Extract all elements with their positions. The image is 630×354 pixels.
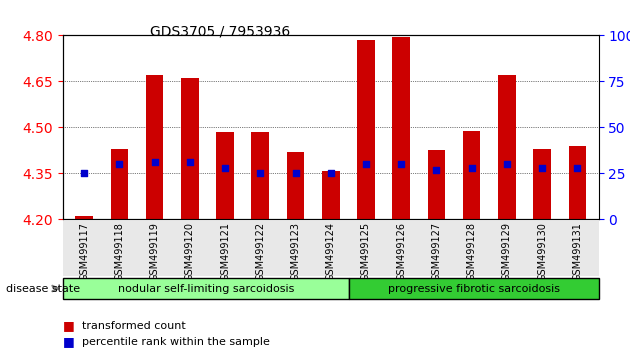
Point [149, 160, 159, 165]
Bar [428, 150, 445, 219]
Point [432, 167, 442, 173]
Text: GDS3705 / 7953936: GDS3705 / 7953936 [151, 25, 290, 39]
Text: transformed count: transformed count [82, 321, 186, 331]
Point [290, 171, 301, 176]
Bar [146, 75, 163, 219]
Bar [181, 78, 198, 219]
Point [220, 165, 230, 171]
Point [467, 165, 477, 171]
Text: nodular self-limiting sarcoidosis: nodular self-limiting sarcoidosis [118, 284, 294, 293]
Point [326, 171, 336, 176]
Point [79, 171, 89, 176]
Bar [534, 149, 551, 219]
Point [537, 165, 547, 171]
Point [502, 161, 512, 167]
Bar [216, 132, 234, 219]
Text: ■: ■ [63, 335, 75, 348]
Bar [110, 149, 128, 219]
Bar [357, 40, 375, 219]
Point [396, 161, 406, 167]
Text: ■: ■ [63, 319, 75, 332]
Text: disease state: disease state [6, 284, 81, 293]
Bar [287, 152, 304, 219]
Point [572, 165, 582, 171]
Bar [322, 171, 340, 219]
Bar [76, 216, 93, 219]
Point [114, 161, 124, 167]
Bar [392, 37, 410, 219]
Bar [251, 132, 269, 219]
Point [255, 171, 265, 176]
Bar [498, 75, 516, 219]
Text: percentile rank within the sample: percentile rank within the sample [82, 337, 270, 347]
Bar [568, 146, 586, 219]
Point [185, 160, 195, 165]
Point [361, 161, 371, 167]
Bar [463, 131, 481, 219]
Text: progressive fibrotic sarcoidosis: progressive fibrotic sarcoidosis [387, 284, 559, 293]
